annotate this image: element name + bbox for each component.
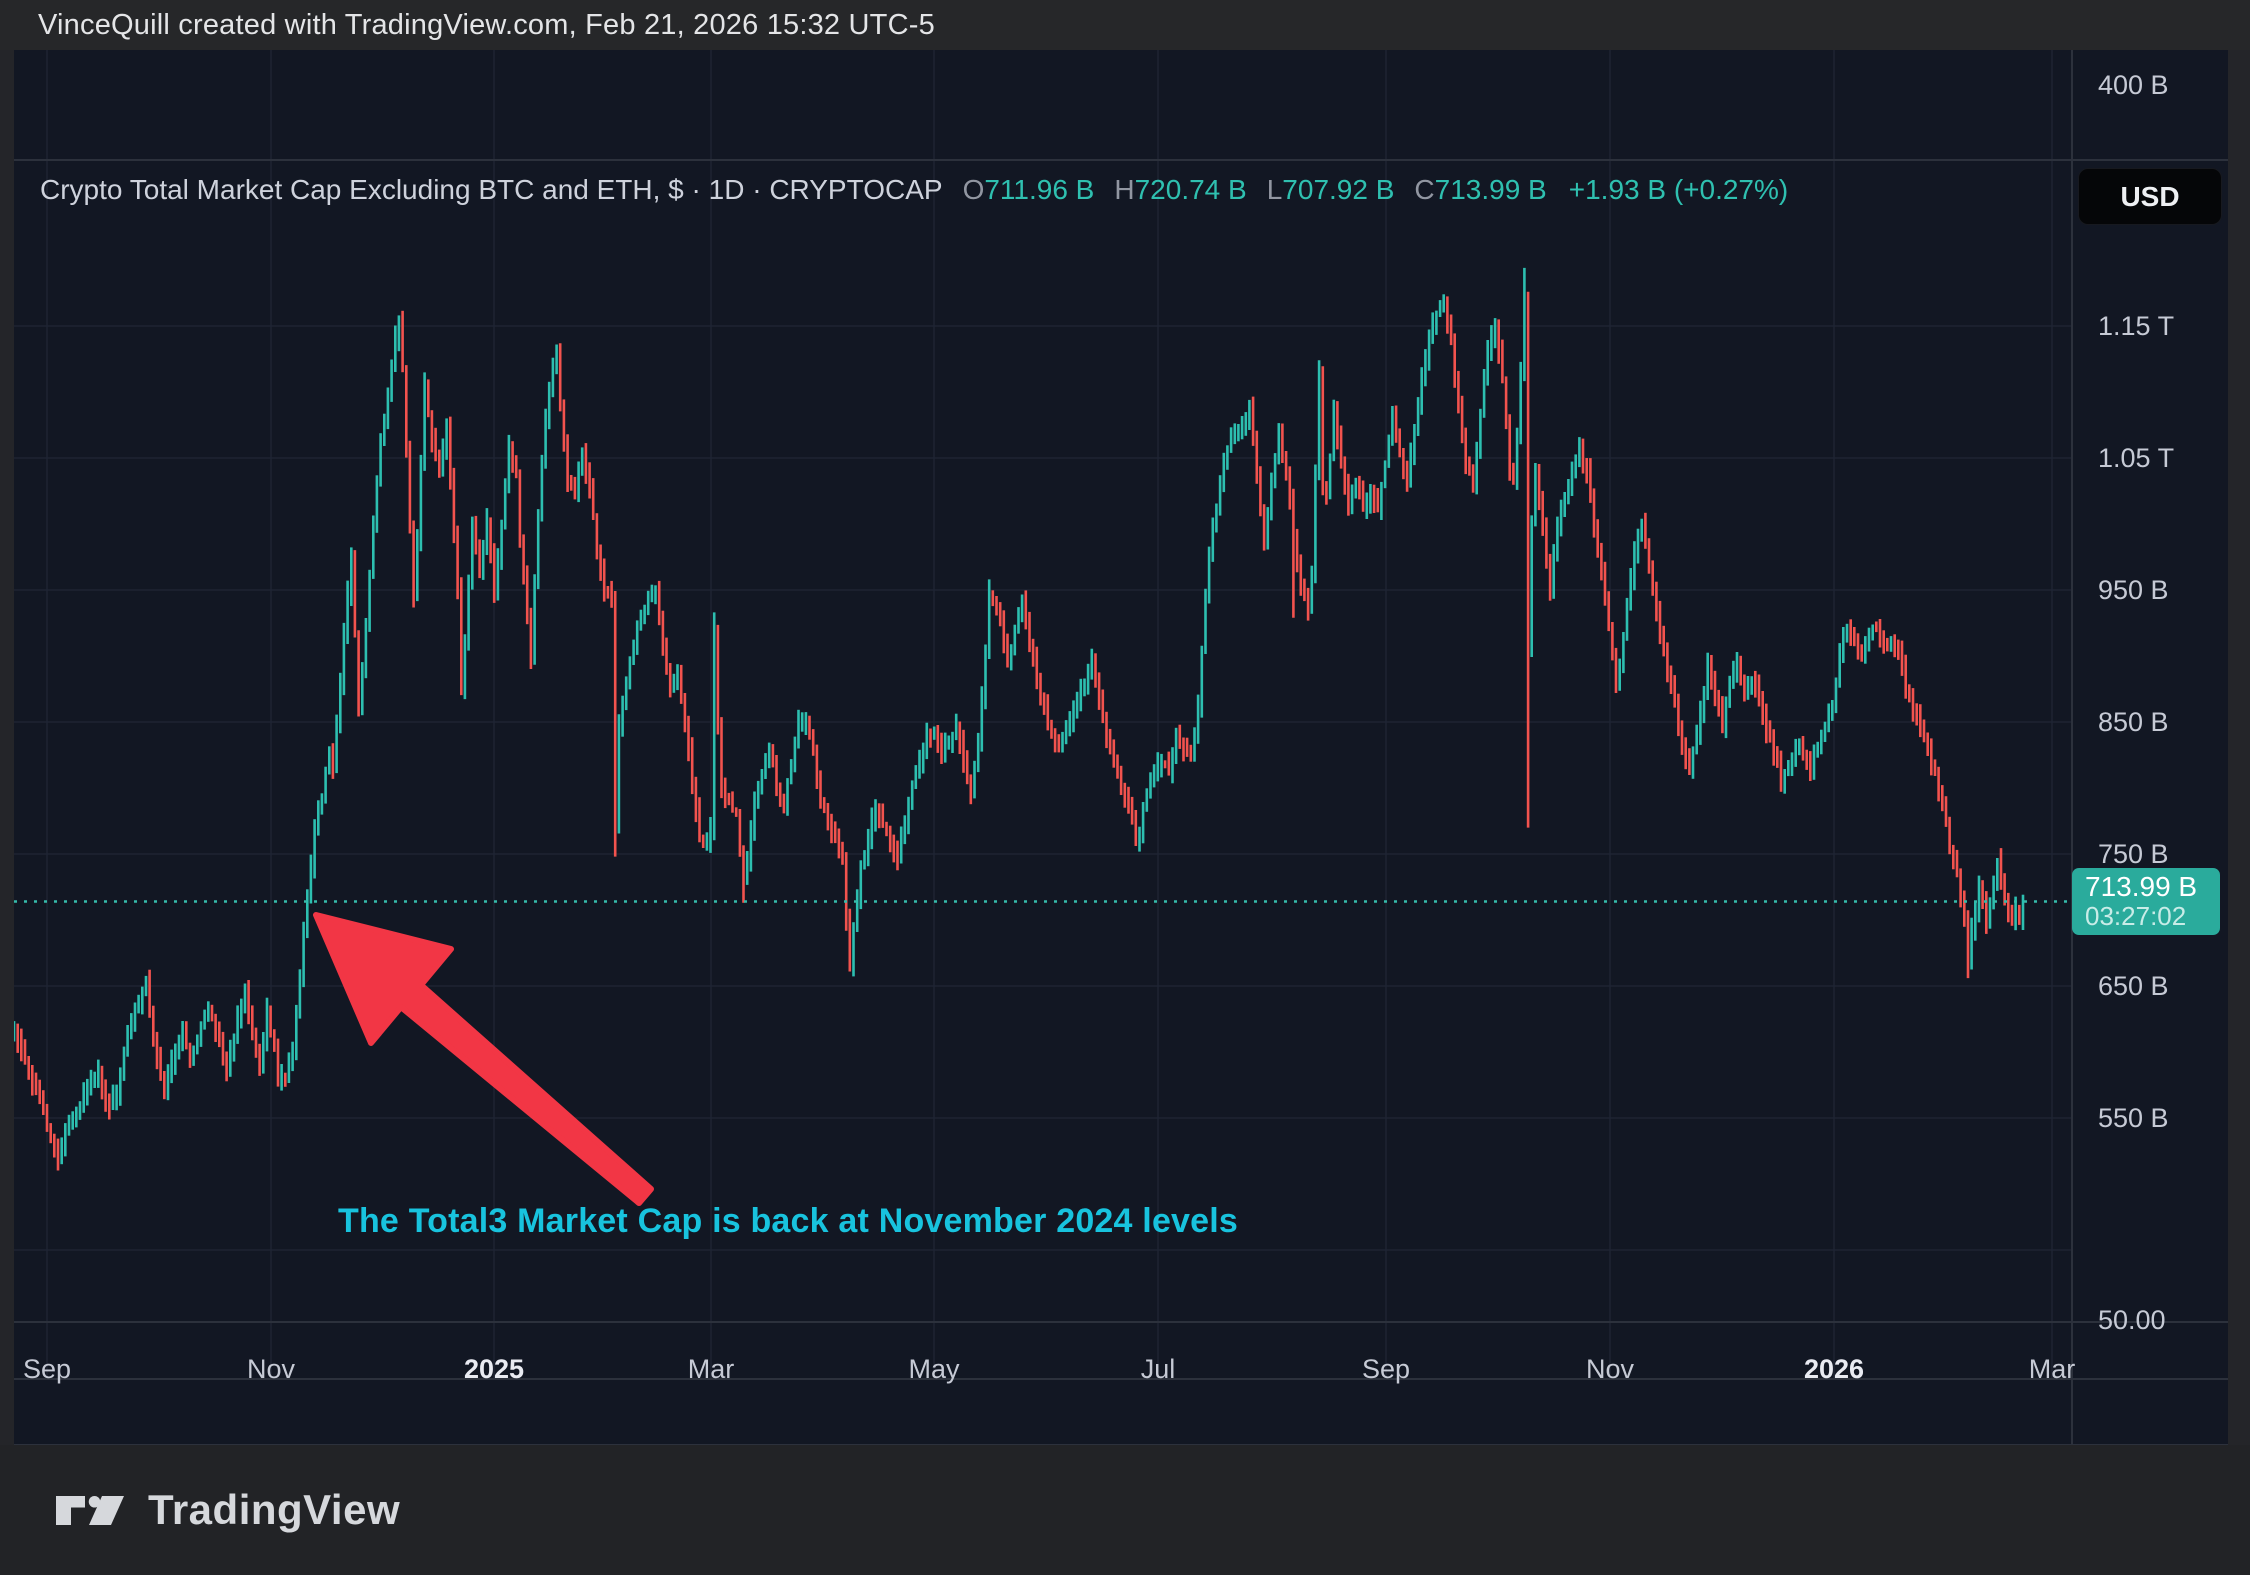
ohlc-key: L [1266,174,1283,205]
symbol-title[interactable]: Crypto Total Market Cap Excluding BTC an… [40,174,943,205]
change-value: +1.93 B (+0.27%) [1568,174,1789,205]
attribution-text: VinceQuill created with TradingView.com,… [38,9,935,41]
currency-toggle-button[interactable]: USD [2078,168,2222,225]
price-axis-label: 850 B [2098,707,2169,737]
time-axis-label: 2026 [1803,1354,1865,1384]
ohlc-value: 720.74 B [1134,174,1247,205]
ohlc-key: C [1414,174,1435,205]
price-axis-label: 1.05 T [2098,443,2175,473]
ohlc-key: H [1114,174,1135,205]
price-axis-label: 50.00 [2098,1305,2166,1335]
ohlc-value: 711.96 B [984,174,1095,205]
candlestick-plot[interactable] [14,50,2228,1445]
time-axis-label: Nov [1585,1354,1635,1384]
symbol-legend[interactable]: Crypto Total Market Cap Excluding BTC an… [40,174,1788,206]
time-axis-label: Sep [1361,1354,1411,1384]
annotation-text: The Total3 Market Cap is back at Novembe… [338,1202,1239,1240]
ohlc-value: 707.92 B [1282,174,1395,205]
time-axis-label: 2025 [463,1354,525,1384]
price-axis-label: 400 B [2098,70,2169,100]
time-axis-label: Sep [22,1354,72,1384]
time-axis-label: May [908,1354,960,1384]
price-axis-label: 750 B [2098,839,2169,869]
footer-bar: TradingView [0,1445,2250,1575]
price-axis-label: 650 B [2098,971,2169,1001]
last-price-badge: 713.99 B 03:27:02 [2072,868,2220,935]
price-axis-label: 1.15 T [2098,311,2175,341]
time-axis-label: Mar [687,1354,735,1384]
price-axis-label: 950 B [2098,575,2169,605]
tradingview-wordmark[interactable]: TradingView [148,1486,401,1533]
bar-countdown: 03:27:02 [2085,901,2187,931]
last-price-value: 713.99 B [2085,871,2198,902]
ohlc-value: 713.99 B [1434,174,1547,205]
time-axis-label: Jul [1140,1354,1176,1384]
tradingview-logo-icon[interactable] [56,1495,124,1525]
header-bar: VinceQuill created with TradingView.com,… [0,0,2250,50]
time-axis-label: Nov [246,1354,296,1384]
chart-area[interactable]: Crypto Total Market Cap Excluding BTC an… [14,50,2228,1445]
time-axis-label: Mar [2028,1354,2076,1384]
ohlc-key: O [962,174,985,205]
price-axis-label: 550 B [2098,1103,2169,1133]
ohlc-values: O711.96 B H720.74 B L707.92 B C713.99 B [943,174,1547,205]
